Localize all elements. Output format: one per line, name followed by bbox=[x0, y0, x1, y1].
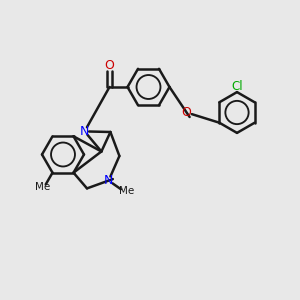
Text: N: N bbox=[80, 125, 89, 138]
Text: Me: Me bbox=[35, 182, 50, 193]
Text: Cl: Cl bbox=[231, 80, 243, 93]
Text: N: N bbox=[104, 174, 113, 187]
Text: Me: Me bbox=[119, 186, 134, 196]
Text: O: O bbox=[182, 106, 191, 119]
Text: O: O bbox=[105, 59, 114, 72]
